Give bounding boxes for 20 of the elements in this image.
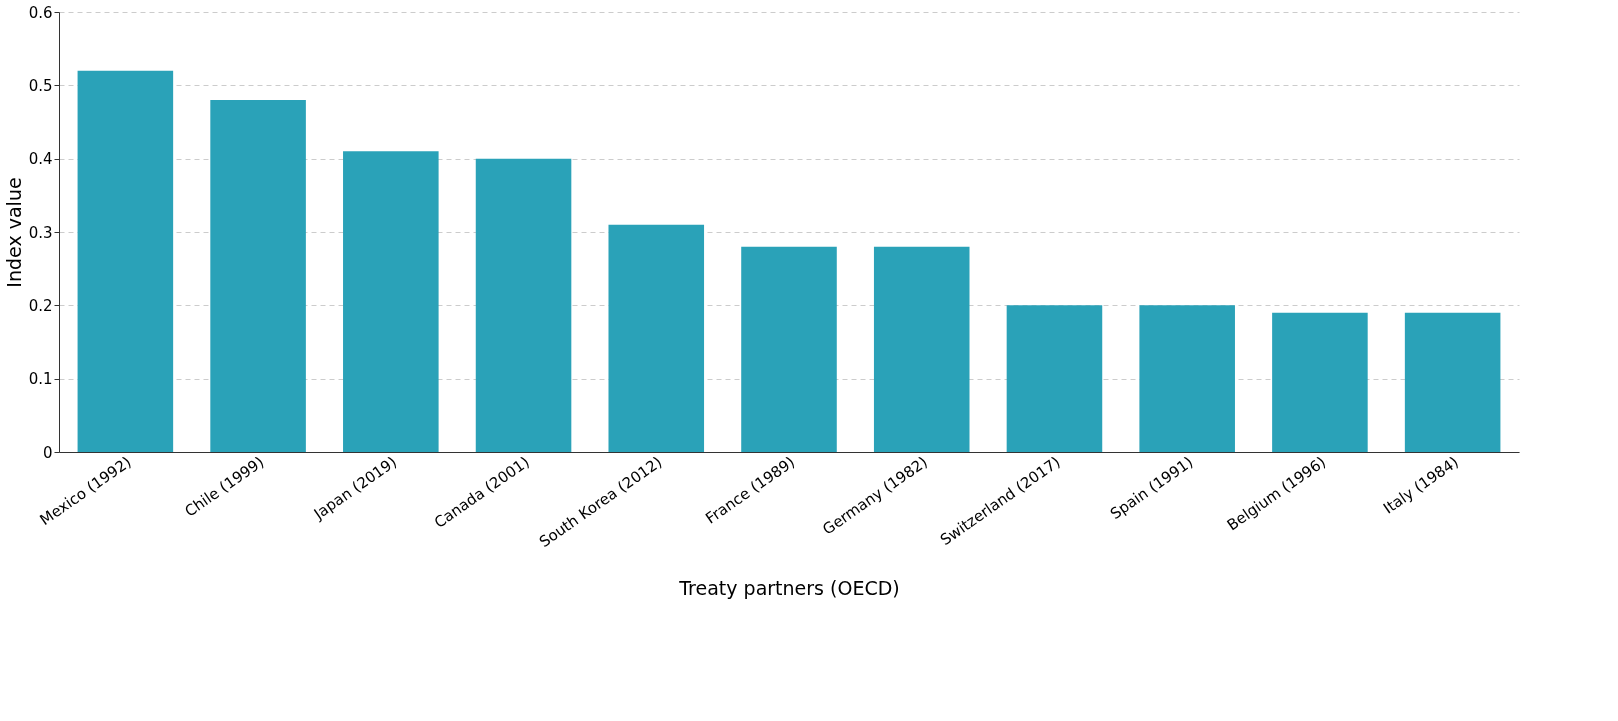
y-tick-label: 0.1 <box>28 370 53 389</box>
y-axis-title: Index value <box>2 177 25 288</box>
y-tick-label: 0.5 <box>28 76 53 95</box>
bar <box>873 246 970 452</box>
y-tick-label: 0.2 <box>28 296 53 315</box>
bar <box>1404 312 1501 452</box>
y-tick-label: 0.6 <box>28 3 53 22</box>
y-tick-label: 0 <box>42 443 53 462</box>
x-axis-title: Treaty partners (OECD) <box>678 577 900 600</box>
bar <box>77 70 174 452</box>
bar <box>1006 305 1103 452</box>
y-tick-label: 0.4 <box>28 150 53 169</box>
bar <box>1139 305 1235 452</box>
bar <box>1272 312 1368 452</box>
bar <box>210 100 306 452</box>
bar <box>608 224 705 452</box>
y-tick-label: 0.3 <box>28 223 53 242</box>
bar <box>741 246 837 452</box>
bar <box>343 151 439 452</box>
bar <box>475 158 572 452</box>
